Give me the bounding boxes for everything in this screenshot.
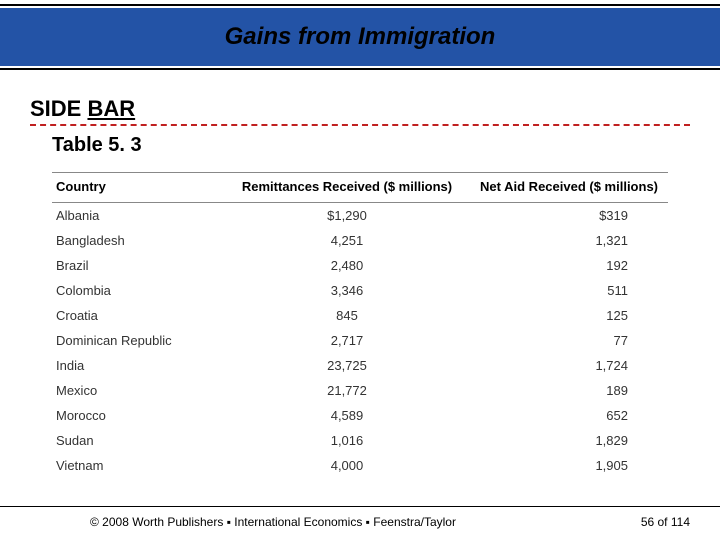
table-row: Morocco 4,589 652 <box>52 403 668 428</box>
table-row: Albania $1,290 $319 <box>52 203 668 229</box>
table-row: India 23,725 1,724 <box>52 353 668 378</box>
cell-remit: 4,589 <box>222 403 472 428</box>
cell-aid: 125 <box>472 303 668 328</box>
cell-remit: 4,000 <box>222 453 472 478</box>
cell-remit: 2,480 <box>222 253 472 278</box>
cell-remit: 21,772 <box>222 378 472 403</box>
sidebar-label: SIDE BAR <box>30 96 690 126</box>
cell-remit: 1,016 <box>222 428 472 453</box>
title-band-inner: Gains from Immigration <box>0 8 720 66</box>
footer-pager: 56 of 114 <box>641 515 700 529</box>
footer: © 2008 Worth Publishers ▪ International … <box>0 506 720 530</box>
cell-country: Brazil <box>52 253 222 278</box>
cell-remit: $1,290 <box>222 203 472 229</box>
table-row: Colombia 3,346 511 <box>52 278 668 303</box>
page-sep: of <box>654 515 671 529</box>
title-band: Gains from Immigration <box>0 4 720 70</box>
table-row: Sudan 1,016 1,829 <box>52 428 668 453</box>
cell-aid: 1,724 <box>472 353 668 378</box>
cell-aid: 511 <box>472 278 668 303</box>
cell-remit: 845 <box>222 303 472 328</box>
cell-country: Morocco <box>52 403 222 428</box>
cell-aid: $319 <box>472 203 668 229</box>
cell-aid: 77 <box>472 328 668 353</box>
sidebar-label-prefix: SIDE <box>30 96 87 121</box>
cell-aid: 1,321 <box>472 228 668 253</box>
cell-remit: 3,346 <box>222 278 472 303</box>
slide-title: Gains from Immigration <box>225 23 496 51</box>
page-total: 114 <box>671 515 690 529</box>
col-header-country: Country <box>52 173 222 203</box>
table-row: Mexico 21,772 189 <box>52 378 668 403</box>
cell-country: Mexico <box>52 378 222 403</box>
table-row: Dominican Republic 2,717 77 <box>52 328 668 353</box>
cell-country: Vietnam <box>52 453 222 478</box>
cell-remit: 2,717 <box>222 328 472 353</box>
cell-aid: 189 <box>472 378 668 403</box>
cell-country: India <box>52 353 222 378</box>
table-row: Bangladesh 4,251 1,321 <box>52 228 668 253</box>
cell-aid: 192 <box>472 253 668 278</box>
data-table: Country Remittances Received ($ millions… <box>52 172 668 478</box>
table-header-row: Country Remittances Received ($ millions… <box>52 173 668 203</box>
cell-aid: 652 <box>472 403 668 428</box>
cell-country: Bangladesh <box>52 228 222 253</box>
table-row: Croatia 845 125 <box>52 303 668 328</box>
cell-country: Colombia <box>52 278 222 303</box>
col-header-aid: Net Aid Received ($ millions) <box>472 173 668 203</box>
cell-remit: 4,251 <box>222 228 472 253</box>
slide: Gains from Immigration SIDE BAR Table 5.… <box>0 0 720 540</box>
table-row: Brazil 2,480 192 <box>52 253 668 278</box>
footer-copyright: © 2008 Worth Publishers ▪ International … <box>90 515 456 529</box>
col-header-remittances: Remittances Received ($ millions) <box>222 173 472 203</box>
table-body: Albania $1,290 $319 Bangladesh 4,251 1,3… <box>52 203 668 479</box>
cell-country: Albania <box>52 203 222 229</box>
cell-country: Sudan <box>52 428 222 453</box>
table-row: Vietnam 4,000 1,905 <box>52 453 668 478</box>
cell-aid: 1,905 <box>472 453 668 478</box>
page-current: 56 <box>641 515 654 529</box>
cell-remit: 23,725 <box>222 353 472 378</box>
sidebar-label-underlined: BAR <box>87 96 135 121</box>
cell-country: Dominican Republic <box>52 328 222 353</box>
cell-aid: 1,829 <box>472 428 668 453</box>
cell-country: Croatia <box>52 303 222 328</box>
table-caption: Table 5. 3 <box>52 134 142 157</box>
